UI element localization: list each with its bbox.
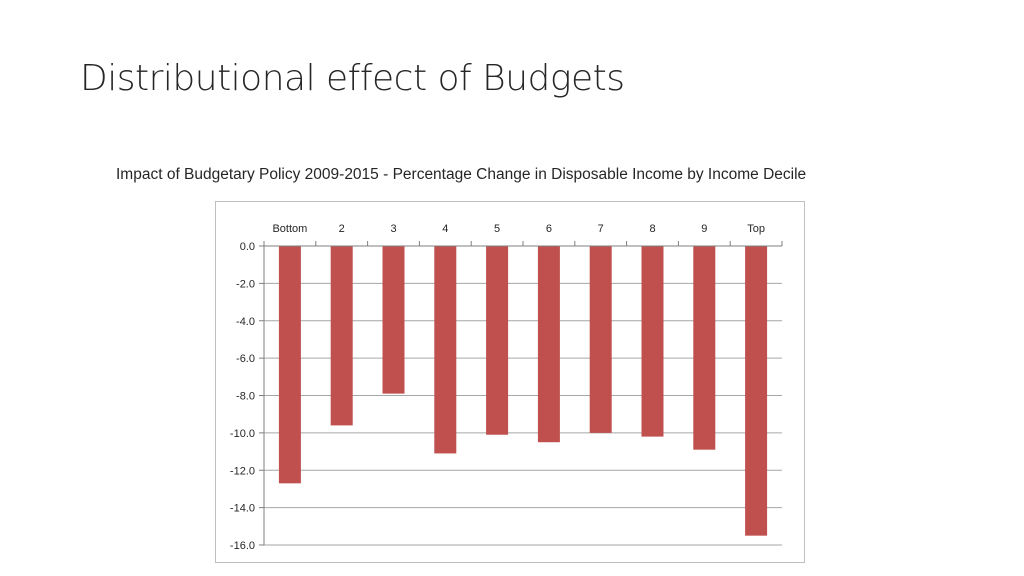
bar <box>589 246 612 433</box>
bar <box>486 246 509 435</box>
bars <box>278 246 768 536</box>
bar <box>382 246 405 394</box>
x-tick-label: Top <box>747 223 765 235</box>
bar <box>693 246 716 450</box>
y-tick-label: 0.0 <box>240 241 255 253</box>
chart-title: Impact of Budgetary Policy 2009-2015 - P… <box>116 166 807 183</box>
bar <box>434 246 457 454</box>
bar-chart: 0.0 -2.0 -4.0 -6.0 -8.0 -10.0 -12.0 -14.0 -16.0 B… <box>230 223 783 552</box>
y-tick-label: -16.0 <box>230 540 255 552</box>
bar <box>278 246 301 484</box>
x-tick-label: 7 <box>598 223 604 235</box>
x-tick-label: 4 <box>442 223 448 235</box>
x-tick-label: 2 <box>339 223 345 235</box>
y-tick-label: -8.0 <box>236 391 255 403</box>
y-tick-label: -2.0 <box>236 278 255 290</box>
bar <box>745 246 768 536</box>
tick-labels: 0.0 -2.0 -4.0 -6.0 -8.0 -10.0 -12.0 -14.0 -16.0 B… <box>230 223 765 552</box>
bar <box>537 246 560 443</box>
x-tick-label: 5 <box>494 223 500 235</box>
axes <box>259 241 783 546</box>
bar <box>641 246 664 437</box>
y-tick-label: -12.0 <box>230 465 255 477</box>
x-tick-label: 8 <box>649 223 655 235</box>
slide-title: Distributional effect of Budgets <box>80 58 625 99</box>
x-tick-label: 6 <box>546 223 552 235</box>
chart-frame: 0.0 -2.0 -4.0 -6.0 -8.0 -10.0 -12.0 -14.0 -16.0 B… <box>215 201 805 563</box>
x-tick-label: Bottom <box>272 223 307 235</box>
bar <box>330 246 353 426</box>
y-tick-label: -10.0 <box>230 428 255 440</box>
x-tick-label: 3 <box>390 223 396 235</box>
y-tick-label: -6.0 <box>236 353 255 365</box>
y-tick-label: -4.0 <box>236 316 255 328</box>
x-tick-label: 9 <box>701 223 707 235</box>
y-tick-label: -14.0 <box>230 503 255 515</box>
